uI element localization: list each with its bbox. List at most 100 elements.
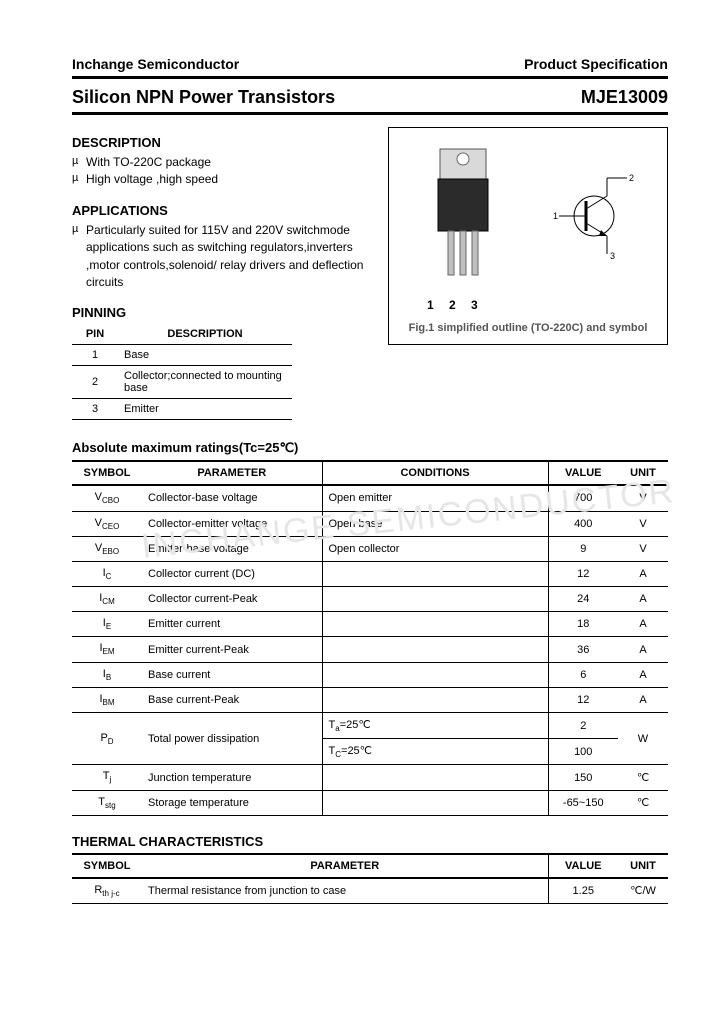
table-row: IBMBase current-Peak12A bbox=[72, 687, 668, 712]
table-row: IBBase current 6A bbox=[72, 662, 668, 687]
ratings-col: PARAMETER bbox=[142, 461, 322, 485]
ratings-cond: TC=25℃ bbox=[322, 739, 548, 765]
table-row: 2 Collector;connected to mounting base bbox=[72, 366, 292, 399]
package-pin-numbers: 1 2 3 bbox=[427, 298, 659, 312]
ratings-param: Total power dissipation bbox=[142, 713, 322, 765]
thermal-col: PARAMETER bbox=[142, 854, 548, 878]
ratings-cond bbox=[322, 561, 548, 586]
ratings-symbol: ICM bbox=[72, 587, 142, 612]
ratings-col: CONDITIONS bbox=[322, 461, 548, 485]
ratings-param: Emitter current bbox=[142, 612, 322, 637]
title-row: Silicon NPN Power Transistors MJE13009 bbox=[72, 87, 668, 108]
ratings-value: 6 bbox=[548, 662, 618, 687]
ratings-symbol: IEM bbox=[72, 637, 142, 662]
ratings-value: 12 bbox=[548, 687, 618, 712]
part-number: MJE13009 bbox=[581, 87, 668, 108]
table-row: PDTotal power dissipationTa=25℃2W bbox=[72, 713, 668, 739]
ratings-symbol: IE bbox=[72, 612, 142, 637]
ratings-value: 24 bbox=[548, 587, 618, 612]
ratings-value: 100 bbox=[548, 739, 618, 765]
thermal-unit: ℃/W bbox=[618, 878, 668, 904]
ratings-cond bbox=[322, 637, 548, 662]
table-row: Rth j-c Thermal resistance from junction… bbox=[72, 878, 668, 904]
ratings-unit: V bbox=[618, 485, 668, 511]
doc-type: Product Specification bbox=[524, 56, 668, 72]
ratings-param: Junction temperature bbox=[142, 765, 322, 790]
ratings-unit: A bbox=[618, 687, 668, 712]
ratings-param: Collector current-Peak bbox=[142, 587, 322, 612]
pin-desc: Emitter bbox=[118, 399, 292, 420]
pin-desc: Collector;connected to mounting base bbox=[118, 366, 292, 399]
ratings-value: 150 bbox=[548, 765, 618, 790]
ratings-cond bbox=[322, 612, 548, 637]
ratings-param: Emitter-base voltage bbox=[142, 536, 322, 561]
transistor-symbol-icon: 1 2 3 bbox=[549, 166, 639, 266]
ratings-cond: Open emitter bbox=[322, 485, 548, 511]
title-rule bbox=[72, 112, 668, 115]
ratings-symbol: IB bbox=[72, 662, 142, 687]
ratings-symbol: VCEO bbox=[72, 511, 142, 536]
ratings-cond bbox=[322, 587, 548, 612]
pinning-table: PIN DESCRIPTION 1 Base 2 Collector;conne… bbox=[72, 324, 292, 420]
ratings-value: 400 bbox=[548, 511, 618, 536]
ratings-symbol: Tstg bbox=[72, 790, 142, 815]
table-row: VCEOCollector-emitter voltageOpen base40… bbox=[72, 511, 668, 536]
thermal-col: UNIT bbox=[618, 854, 668, 878]
ratings-cond bbox=[322, 765, 548, 790]
ratings-param: Base current bbox=[142, 662, 322, 687]
ratings-param: Emitter current-Peak bbox=[142, 637, 322, 662]
table-row: VEBOEmitter-base voltageOpen collector9V bbox=[72, 536, 668, 561]
ratings-cond bbox=[322, 687, 548, 712]
ratings-unit: V bbox=[618, 536, 668, 561]
ratings-unit: A bbox=[618, 637, 668, 662]
ratings-param: Collector current (DC) bbox=[142, 561, 322, 586]
header-rule bbox=[72, 76, 668, 79]
ratings-unit: A bbox=[618, 662, 668, 687]
thermal-value: 1.25 bbox=[548, 878, 618, 904]
table-row: IEEmitter current18A bbox=[72, 612, 668, 637]
ratings-value: 12 bbox=[548, 561, 618, 586]
thermal-col: SYMBOL bbox=[72, 854, 142, 878]
pin-number: 3 bbox=[72, 399, 118, 420]
symbol-pin-1: 1 bbox=[553, 211, 558, 221]
pin-col-header: DESCRIPTION bbox=[118, 324, 292, 345]
pin-col-header: PIN bbox=[72, 324, 118, 345]
symbol-pin-2: 2 bbox=[629, 173, 634, 183]
thermal-col: VALUE bbox=[548, 854, 618, 878]
table-row: 3 Emitter bbox=[72, 399, 292, 420]
ratings-cond: Open base bbox=[322, 511, 548, 536]
description-item: With TO-220C package bbox=[72, 154, 374, 171]
pinning-heading: PINNING bbox=[72, 305, 374, 320]
ratings-value: 36 bbox=[548, 637, 618, 662]
ratings-heading: Absolute maximum ratings(Tc=25℃) bbox=[72, 440, 668, 456]
table-row: 1 Base bbox=[72, 345, 292, 366]
ratings-symbol: VEBO bbox=[72, 536, 142, 561]
ratings-unit: A bbox=[618, 612, 668, 637]
table-row: TjJunction temperature150℃ bbox=[72, 765, 668, 790]
applications-heading: APPLICATIONS bbox=[72, 203, 374, 218]
figure-caption: Fig.1 simplified outline (TO-220C) and s… bbox=[397, 322, 659, 334]
ratings-symbol: VCBO bbox=[72, 485, 142, 511]
table-row: IEMEmitter current-Peak 36A bbox=[72, 637, 668, 662]
ratings-cond: Ta=25℃ bbox=[322, 713, 548, 739]
product-family-title: Silicon NPN Power Transistors bbox=[72, 87, 335, 108]
description-item: High voltage ,high speed bbox=[72, 171, 374, 188]
table-row: ICCollector current (DC)12A bbox=[72, 561, 668, 586]
ratings-value: -65~150 bbox=[548, 790, 618, 815]
figure-box: 1 2 3 1 2 3 Fig.1 simplified outline (TO… bbox=[388, 127, 668, 345]
ratings-symbol: IC bbox=[72, 561, 142, 586]
ratings-table: SYMBOL PARAMETER CONDITIONS VALUE UNIT V… bbox=[72, 460, 668, 815]
thermal-symbol: Rth j-c bbox=[72, 878, 142, 904]
pin-desc: Base bbox=[118, 345, 292, 366]
ratings-unit: V bbox=[618, 511, 668, 536]
ratings-param: Storage temperature bbox=[142, 790, 322, 815]
ratings-cond bbox=[322, 662, 548, 687]
ratings-value: 9 bbox=[548, 536, 618, 561]
pin-number: 2 bbox=[72, 366, 118, 399]
thermal-heading: THERMAL CHARACTERISTICS bbox=[72, 834, 668, 849]
ratings-col: VALUE bbox=[548, 461, 618, 485]
ratings-param: Base current-Peak bbox=[142, 687, 322, 712]
ratings-value: 700 bbox=[548, 485, 618, 511]
description-list: With TO-220C package High voltage ,high … bbox=[72, 154, 374, 189]
package-outline-icon bbox=[418, 141, 508, 291]
